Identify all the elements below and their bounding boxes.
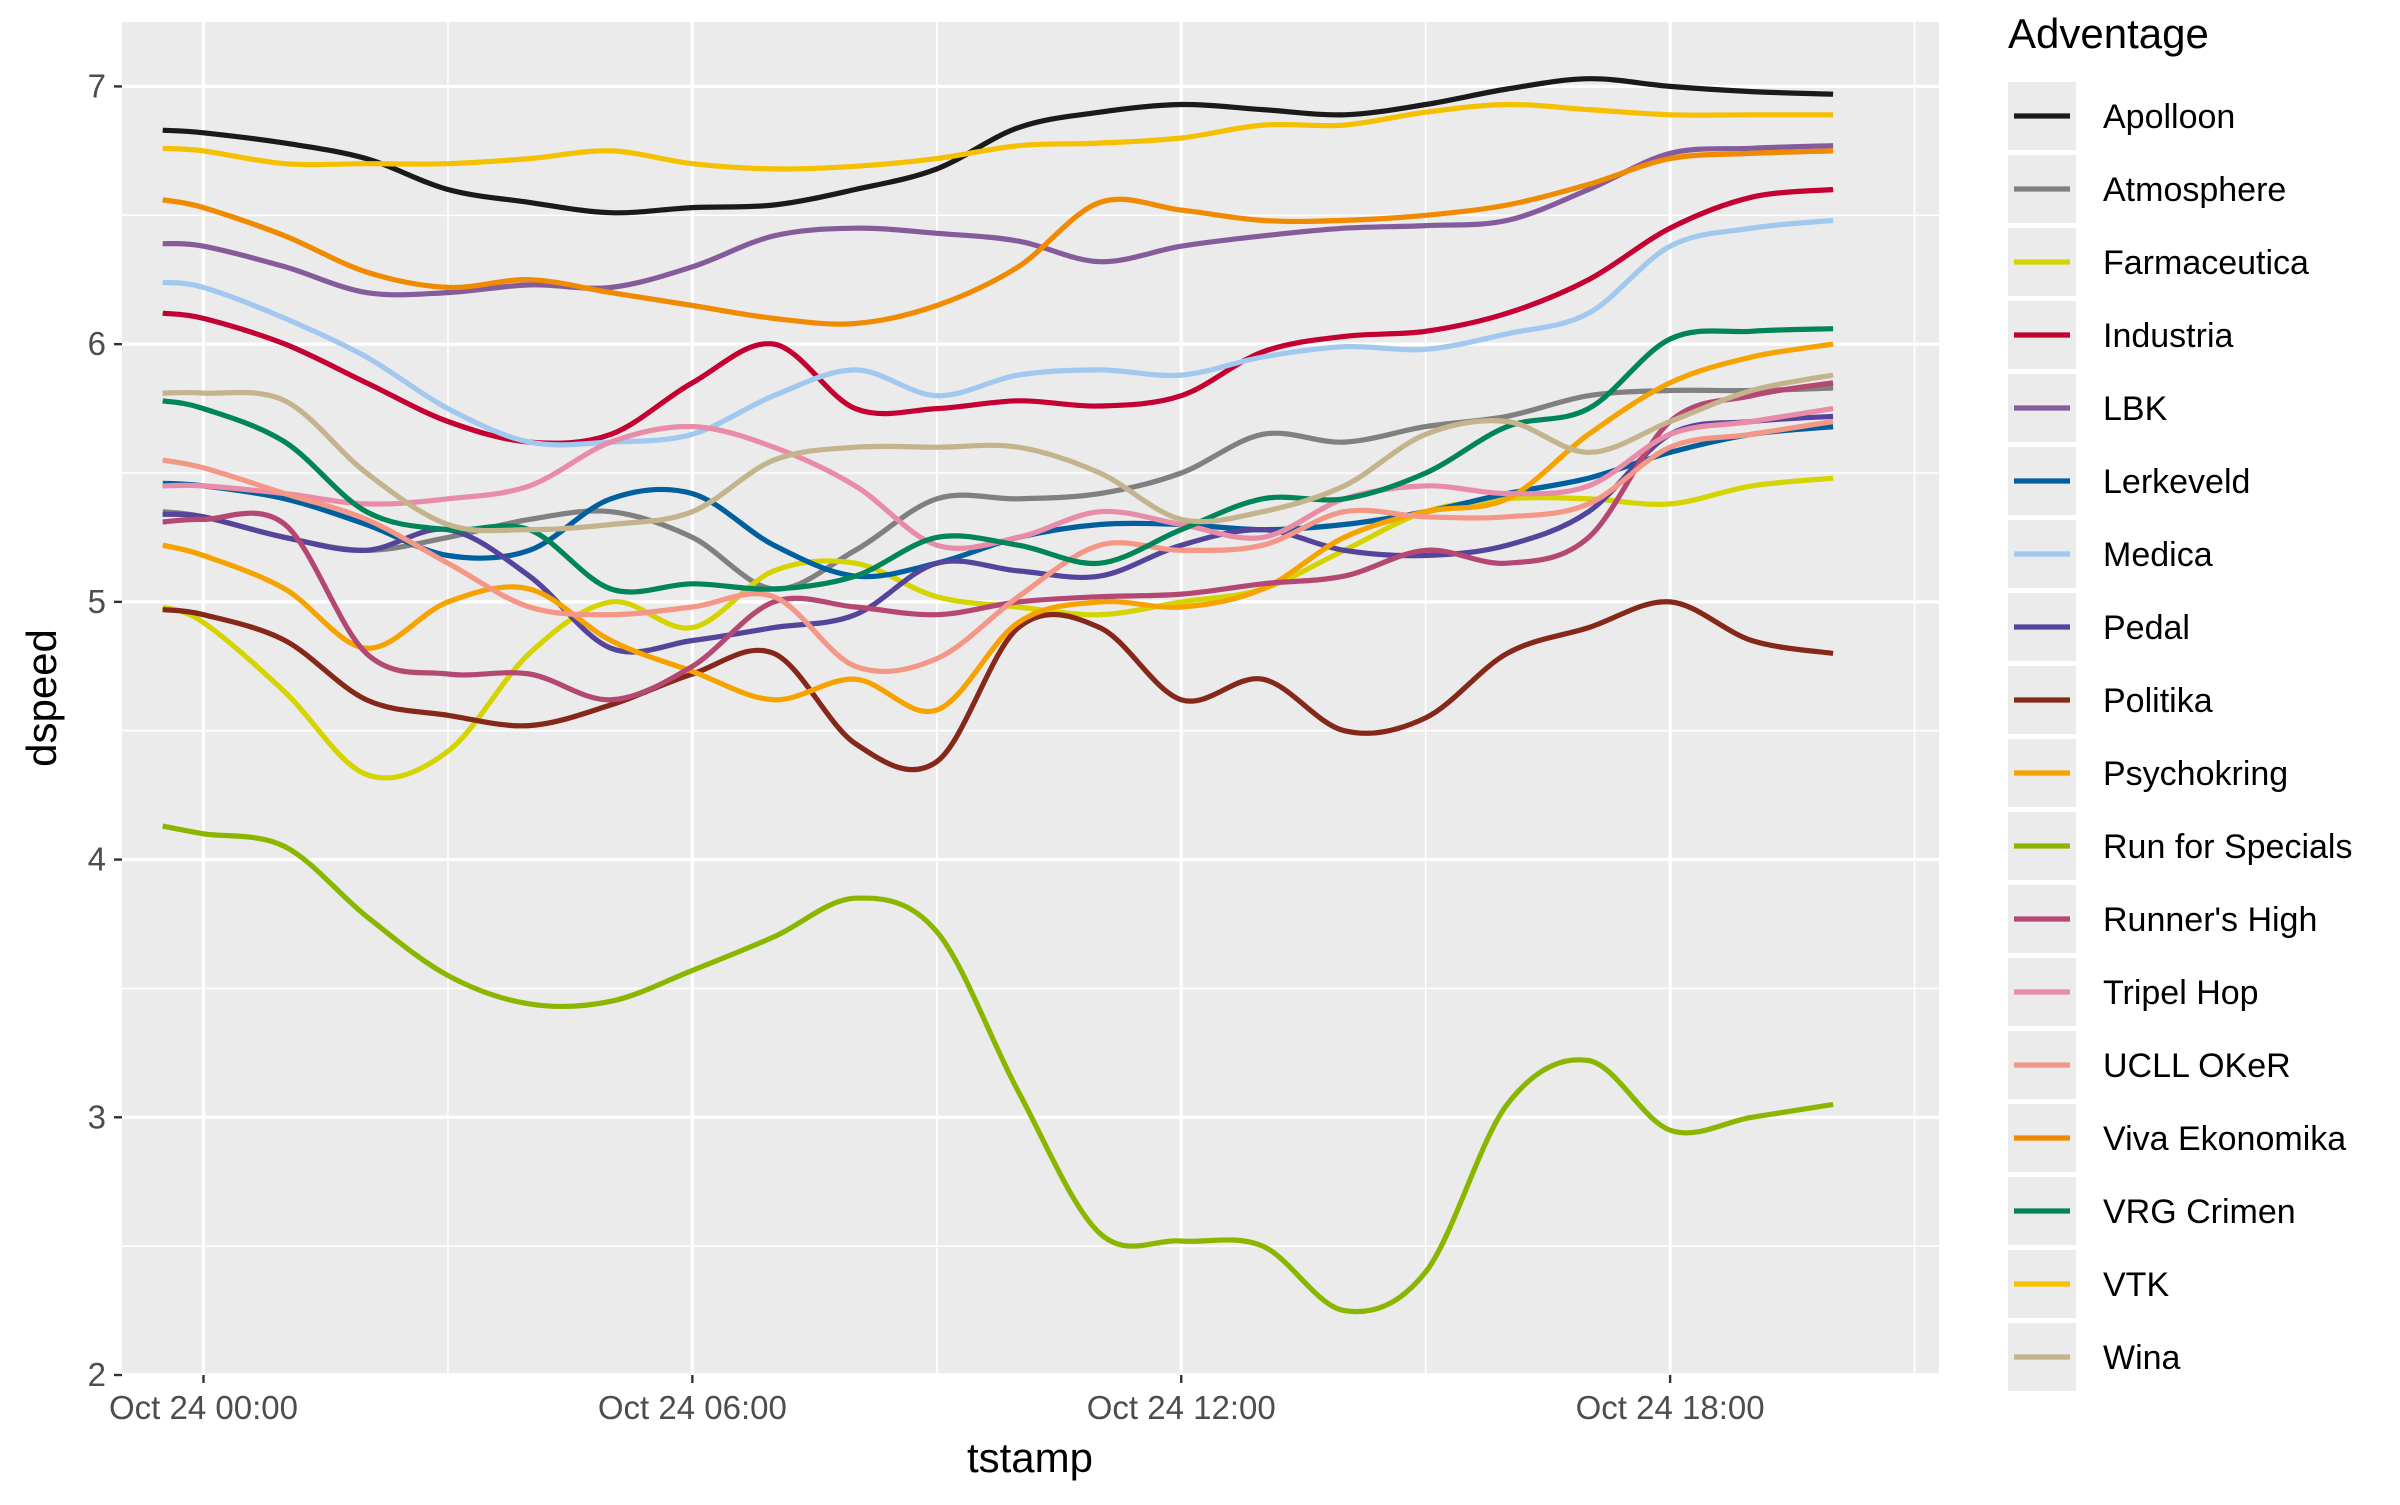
x-tick-label: Oct 24 18:00: [1576, 1389, 1765, 1426]
x-tick-label: Oct 24 06:00: [598, 1389, 787, 1426]
legend-item-politika: Politika: [2008, 666, 2213, 734]
series-line-pedal: [162, 413, 1834, 655]
legend-item-pedal: Pedal: [2008, 593, 2190, 661]
legend-item-viva-ekonomika: Viva Ekonomika: [2008, 1104, 2346, 1172]
legend-item-run-for-specials: Run for Specials: [2008, 812, 2352, 880]
legend-item-lbk: LBK: [2008, 374, 2168, 442]
series-line-politika: [162, 599, 1834, 773]
legend-label: VTK: [2103, 1266, 2169, 1304]
series-line-run-for-specials: [162, 823, 1834, 1315]
series-lines: [161, 76, 1834, 1315]
legend-label: Atmosphere: [2103, 171, 2286, 209]
legend-label: Psychokring: [2103, 755, 2288, 793]
series-line-psychokring: [162, 341, 1834, 715]
legend-items: Apolloon Atmosphere Farmaceutica Industria L…: [2008, 82, 2352, 1391]
series-line-atmosphere: [162, 385, 1834, 592]
series-line-vtk: [162, 101, 1834, 172]
series-line-industria: [162, 186, 1834, 446]
legend-item-atmosphere: Atmosphere: [2008, 155, 2286, 223]
legend-item-ucll-oker: UCLL OKeR: [2008, 1031, 2291, 1099]
series-line-tripel-hop: [162, 406, 1834, 551]
y-tick-label: 7: [88, 67, 106, 104]
x-axis-title: tstamp: [967, 1434, 1093, 1481]
y-tick-label: 3: [88, 1098, 106, 1135]
series-line-ucll-oker: [162, 418, 1834, 674]
x-tick-label: Oct 24 00:00: [109, 1389, 298, 1426]
series-line-lbk: [162, 143, 1834, 298]
legend-item-psychokring: Psychokring: [2008, 739, 2288, 807]
legend-label: Tripel Hop: [2103, 974, 2259, 1012]
legend-label: Apolloon: [2103, 98, 2235, 136]
y-tick-label: 5: [88, 583, 106, 620]
legend-label: Politika: [2103, 682, 2213, 720]
legend-item-runner-s-high: Runner's High: [2008, 885, 2317, 953]
y-axis: 2 3 4 5 6 7: [88, 67, 122, 1393]
series-line-runner-s-high: [162, 380, 1834, 703]
legend-label: LBK: [2103, 390, 2168, 428]
legend-item-tripel-hop: Tripel Hop: [2008, 958, 2259, 1026]
legend-item-wina: Wina: [2008, 1323, 2181, 1391]
legend-label: Run for Specials: [2103, 828, 2352, 866]
legend-label: Viva Ekonomika: [2103, 1120, 2346, 1158]
legend-item-industria: Industria: [2008, 301, 2233, 369]
y-tick-label: 6: [88, 325, 106, 362]
x-tick-label: Oct 24 12:00: [1087, 1389, 1276, 1426]
legend-item-medica: Medica: [2008, 520, 2213, 588]
legend-label: Industria: [2103, 317, 2233, 355]
legend: Adventage Apolloon Atmosphere Farmaceutica…: [2008, 10, 2352, 1391]
y-tick-label: 4: [88, 841, 106, 878]
legend-item-apolloon: Apolloon: [2008, 82, 2235, 150]
legend-item-vrg-crimen: VRG Crimen: [2008, 1177, 2296, 1245]
legend-item-lerkeveld: Lerkeveld: [2008, 447, 2250, 515]
legend-item-farmaceutica: Farmaceutica: [2008, 228, 2309, 296]
legend-item-vtk: VTK: [2008, 1250, 2169, 1318]
series-line-wina: [162, 372, 1834, 534]
legend-label: VRG Crimen: [2103, 1193, 2296, 1231]
legend-label: Farmaceutica: [2103, 244, 2309, 282]
legend-label: Medica: [2103, 536, 2213, 574]
legend-label: Lerkeveld: [2103, 463, 2250, 501]
y-axis-title: dspeed: [18, 629, 65, 767]
series-line-apolloon: [162, 76, 1834, 216]
minor-gridlines: [122, 22, 1939, 1375]
series-line-viva-ekonomika: [162, 148, 1834, 327]
legend-label: Runner's High: [2103, 901, 2317, 939]
y-tick-label: 2: [88, 1356, 106, 1393]
legend-label: UCLL OKeR: [2103, 1047, 2291, 1085]
series-line-farmaceutica: [161, 475, 1834, 781]
x-axis: Oct 24 00:00 Oct 24 06:00 Oct 24 12:00 Oct …: [109, 1375, 1765, 1426]
legend-title: Adventage: [2008, 10, 2209, 57]
series-line-vrg-crimen: [162, 326, 1834, 595]
legend-label: Wina: [2103, 1339, 2181, 1377]
series-line-medica: [162, 217, 1834, 448]
legend-label: Pedal: [2103, 609, 2190, 647]
panel-background: [122, 22, 1939, 1375]
